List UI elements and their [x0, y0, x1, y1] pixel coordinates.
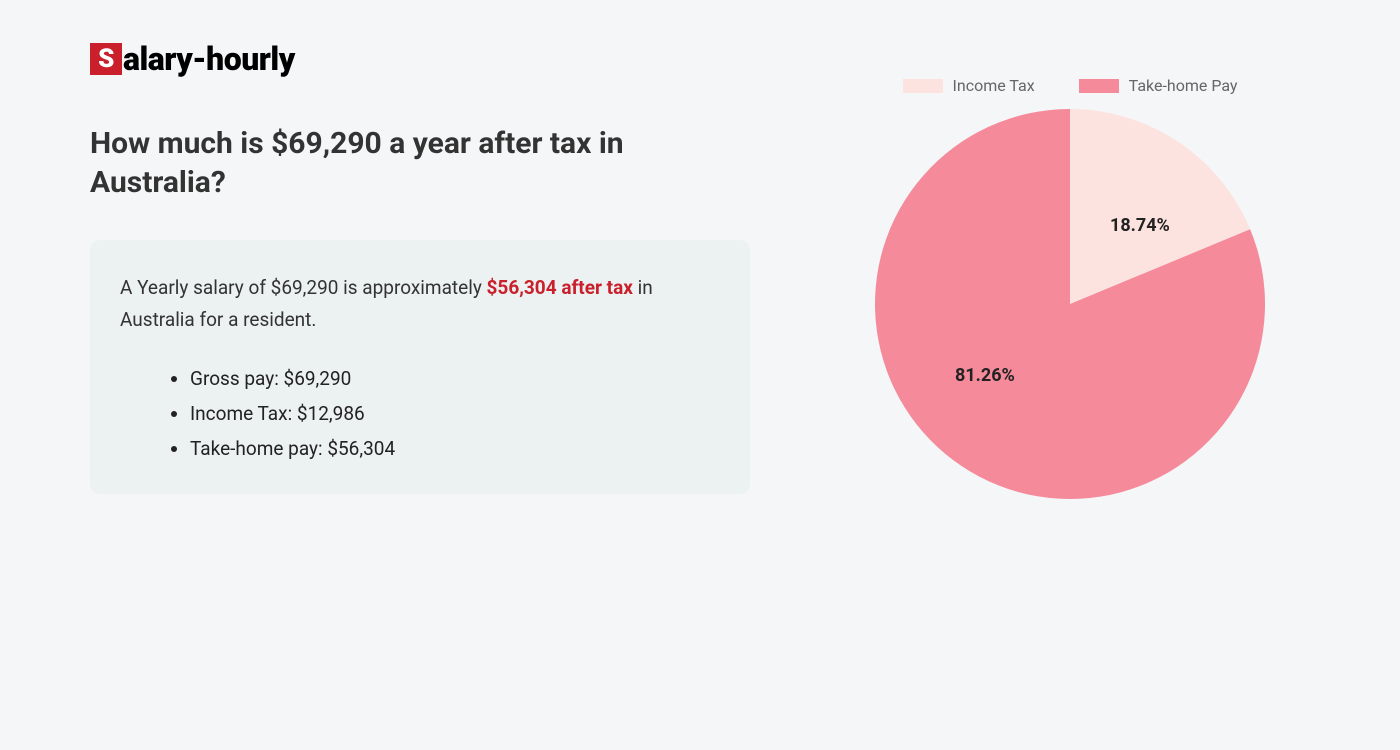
- pie-chart: 18.74% 81.26%: [875, 109, 1265, 499]
- legend-item-take-home: Take-home Pay: [1079, 76, 1238, 95]
- chart-legend: Income Tax Take-home Pay: [903, 76, 1238, 95]
- logo-text: alary-hourly: [123, 40, 295, 78]
- slice-label-income-tax: 18.74%: [1110, 215, 1170, 236]
- summary-text: A Yearly salary of $69,290 is approximat…: [120, 272, 720, 337]
- summary-box: A Yearly salary of $69,290 is approximat…: [90, 240, 750, 494]
- list-item: Take-home pay: $56,304: [190, 431, 720, 466]
- logo-initial: S: [90, 43, 122, 75]
- pie-svg: [875, 109, 1265, 499]
- slice-label-take-home: 81.26%: [955, 365, 1015, 386]
- site-logo: Salary-hourly: [90, 40, 750, 78]
- legend-swatch: [1079, 79, 1119, 93]
- legend-label: Take-home Pay: [1129, 76, 1238, 95]
- list-item: Income Tax: $12,986: [190, 396, 720, 431]
- page-title: How much is $69,290 a year after tax in …: [90, 124, 650, 202]
- summary-highlight: $56,304 after tax: [487, 276, 633, 299]
- legend-swatch: [903, 79, 943, 93]
- summary-pre: A Yearly salary of $69,290 is approximat…: [120, 276, 487, 299]
- legend-item-income-tax: Income Tax: [903, 76, 1035, 95]
- breakdown-list: Gross pay: $69,290 Income Tax: $12,986 T…: [120, 361, 720, 466]
- legend-label: Income Tax: [953, 76, 1035, 95]
- list-item: Gross pay: $69,290: [190, 361, 720, 396]
